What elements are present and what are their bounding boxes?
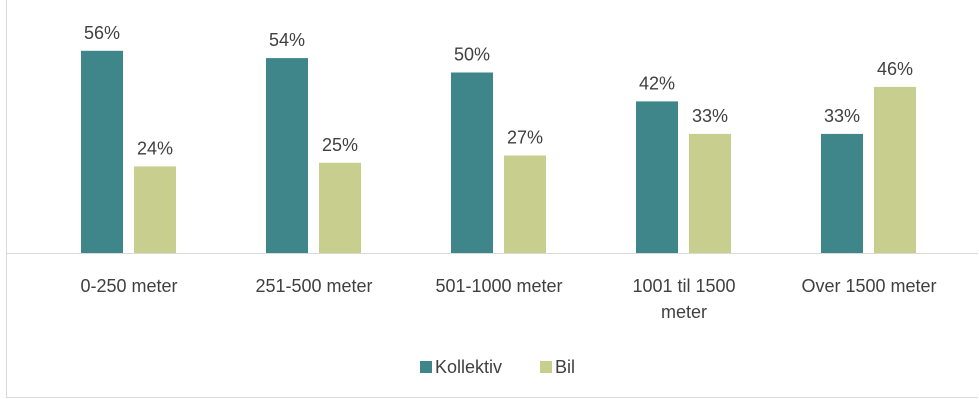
- bars-group: 56% 54% 50% 42% 33% 24% 25% 27% 33% 46%: [81, 23, 916, 254]
- bar-kollektiv-2: [451, 72, 493, 253]
- bar-kollektiv-3: [636, 101, 678, 254]
- chart-frame: [6, 0, 978, 398]
- bar-kollektiv-4: [821, 133, 863, 253]
- category-label-0: 0-250 meter: [80, 276, 177, 296]
- bar-bil-3: [689, 133, 731, 253]
- category-label-4: Over 1500 meter: [801, 276, 936, 296]
- data-label-bil-0: 24%: [137, 138, 173, 158]
- data-label-kollektiv-1: 54%: [269, 30, 305, 50]
- bar-kollektiv-0: [81, 50, 123, 253]
- data-label-kollektiv-2: 50%: [454, 45, 490, 65]
- bar-bil-0: [134, 166, 176, 253]
- legend-swatch-kollektiv: [420, 361, 432, 373]
- data-label-bil-3: 33%: [692, 106, 728, 126]
- data-label-bil-2: 27%: [507, 128, 543, 148]
- data-label-bil-1: 25%: [322, 135, 358, 155]
- legend-label-kollektiv: Kollektiv: [435, 357, 502, 377]
- bar-kollektiv-1: [266, 58, 308, 253]
- bar-bil-1: [319, 162, 361, 254]
- category-label-3-line-0: 1001 til 1500: [632, 276, 735, 296]
- legend: Kollektiv Bil: [420, 357, 575, 377]
- category-label-1: 251-500 meter: [255, 276, 372, 296]
- legend-swatch-bil: [540, 361, 552, 373]
- data-label-bil-4: 46%: [877, 59, 913, 79]
- bar-bil-4: [874, 86, 916, 254]
- data-label-kollektiv-4: 33%: [824, 106, 860, 126]
- category-labels-group: 0-250 meter 251-500 meter 501-1000 meter 10…: [80, 276, 936, 322]
- data-label-kollektiv-0: 56%: [84, 23, 120, 43]
- category-label-2: 501-1000 meter: [435, 276, 562, 296]
- legend-label-bil: Bil: [555, 357, 575, 377]
- bar-bil-2: [504, 155, 546, 253]
- category-label-3-line-1: meter: [661, 302, 707, 322]
- data-label-kollektiv-3: 42%: [639, 73, 675, 93]
